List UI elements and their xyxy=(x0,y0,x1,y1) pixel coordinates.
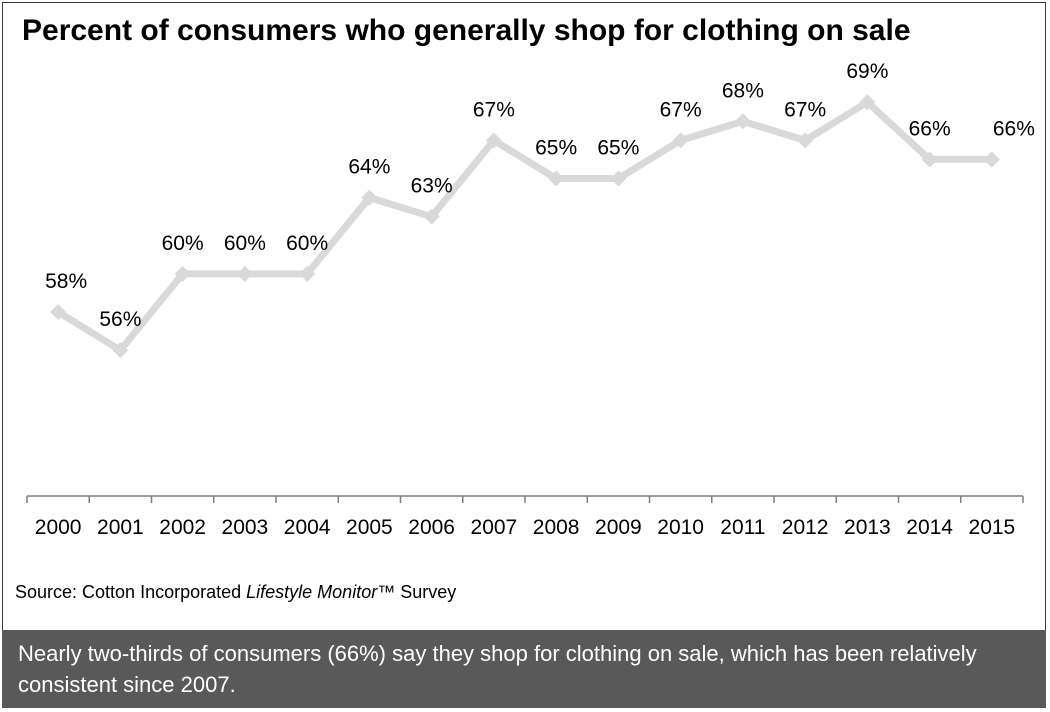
data-point-marker xyxy=(361,189,378,206)
data-label: 60% xyxy=(286,232,328,255)
x-tick-label: 2005 xyxy=(346,516,393,539)
chart-title: Percent of consumers who generally shop … xyxy=(22,14,911,47)
data-label: 60% xyxy=(162,232,204,255)
data-label: 58% xyxy=(45,270,87,293)
x-tick-label: 2002 xyxy=(159,516,206,539)
x-tick-label: 2011 xyxy=(720,516,765,539)
data-point-marker xyxy=(174,265,191,282)
data-label: 67% xyxy=(784,98,826,121)
summary-banner: Nearly two-thirds of consumers (66%) say… xyxy=(2,630,1046,708)
data-point-marker xyxy=(548,170,565,187)
data-label: 67% xyxy=(660,98,702,121)
x-tick-label: 2015 xyxy=(969,516,1016,539)
x-tick-label: 2012 xyxy=(782,516,829,539)
data-label: 56% xyxy=(99,308,141,331)
x-tick-label: 2014 xyxy=(906,516,953,539)
series-line-group xyxy=(54,98,996,354)
x-tick-labels: 2000 2001 2002 2003 2004 2005 2006 2007 2008 2009… xyxy=(35,516,1015,539)
summary-text: Nearly two-thirds of consumers (66%) say… xyxy=(18,641,977,697)
x-tick-label: 2013 xyxy=(844,516,891,539)
data-point-marker xyxy=(672,132,689,149)
x-tick-label: 2001 xyxy=(97,516,144,539)
data-label: 68% xyxy=(722,79,764,102)
data-label: 64% xyxy=(348,156,390,179)
source-publication: Lifestyle Monitor xyxy=(246,582,378,602)
data-point-marker xyxy=(50,304,67,321)
data-point-marker xyxy=(921,151,938,168)
source-prefix: Source: Cotton Incorporated xyxy=(15,582,247,602)
data-point-marker xyxy=(112,342,129,359)
source-note: Source: Cotton Incorporated Lifestyle Mo… xyxy=(15,582,456,603)
x-tick-label: 2009 xyxy=(595,516,642,539)
data-point-marker xyxy=(734,113,751,130)
x-tick-label: 2010 xyxy=(657,516,704,539)
data-label: 69% xyxy=(846,60,888,83)
x-tick-label: 2004 xyxy=(284,516,331,539)
data-label: 67% xyxy=(473,98,515,121)
data-point-marker xyxy=(236,265,253,282)
x-tick-label: 2007 xyxy=(471,516,518,539)
series-line xyxy=(54,98,996,354)
x-axis xyxy=(26,495,1024,503)
data-label: 65% xyxy=(597,137,639,160)
data-label: 63% xyxy=(411,175,453,198)
data-label: 66% xyxy=(909,117,951,140)
x-tick-label: 2006 xyxy=(408,516,455,539)
x-tick-label: 2000 xyxy=(35,516,82,539)
data-labels: 58% 56% 60% 60% 60% 64% 63% 67% 65% 65% 67% 68% 67% 6… xyxy=(45,60,1035,331)
source-suffix: ™ Survey xyxy=(377,582,457,602)
data-point-marker xyxy=(797,132,814,149)
data-point-marker xyxy=(423,208,440,225)
x-tick-label: 2008 xyxy=(533,516,580,539)
data-label: 60% xyxy=(224,232,266,255)
x-tick-label: 2003 xyxy=(222,516,269,539)
data-point-marker xyxy=(859,94,876,111)
data-label: 66% xyxy=(993,117,1035,140)
data-point-marker xyxy=(299,265,316,282)
data-point-marker xyxy=(983,151,1000,168)
data-point-marker xyxy=(610,170,627,187)
series-markers xyxy=(50,94,1000,359)
data-label: 65% xyxy=(535,137,577,160)
data-point-marker xyxy=(485,132,502,149)
